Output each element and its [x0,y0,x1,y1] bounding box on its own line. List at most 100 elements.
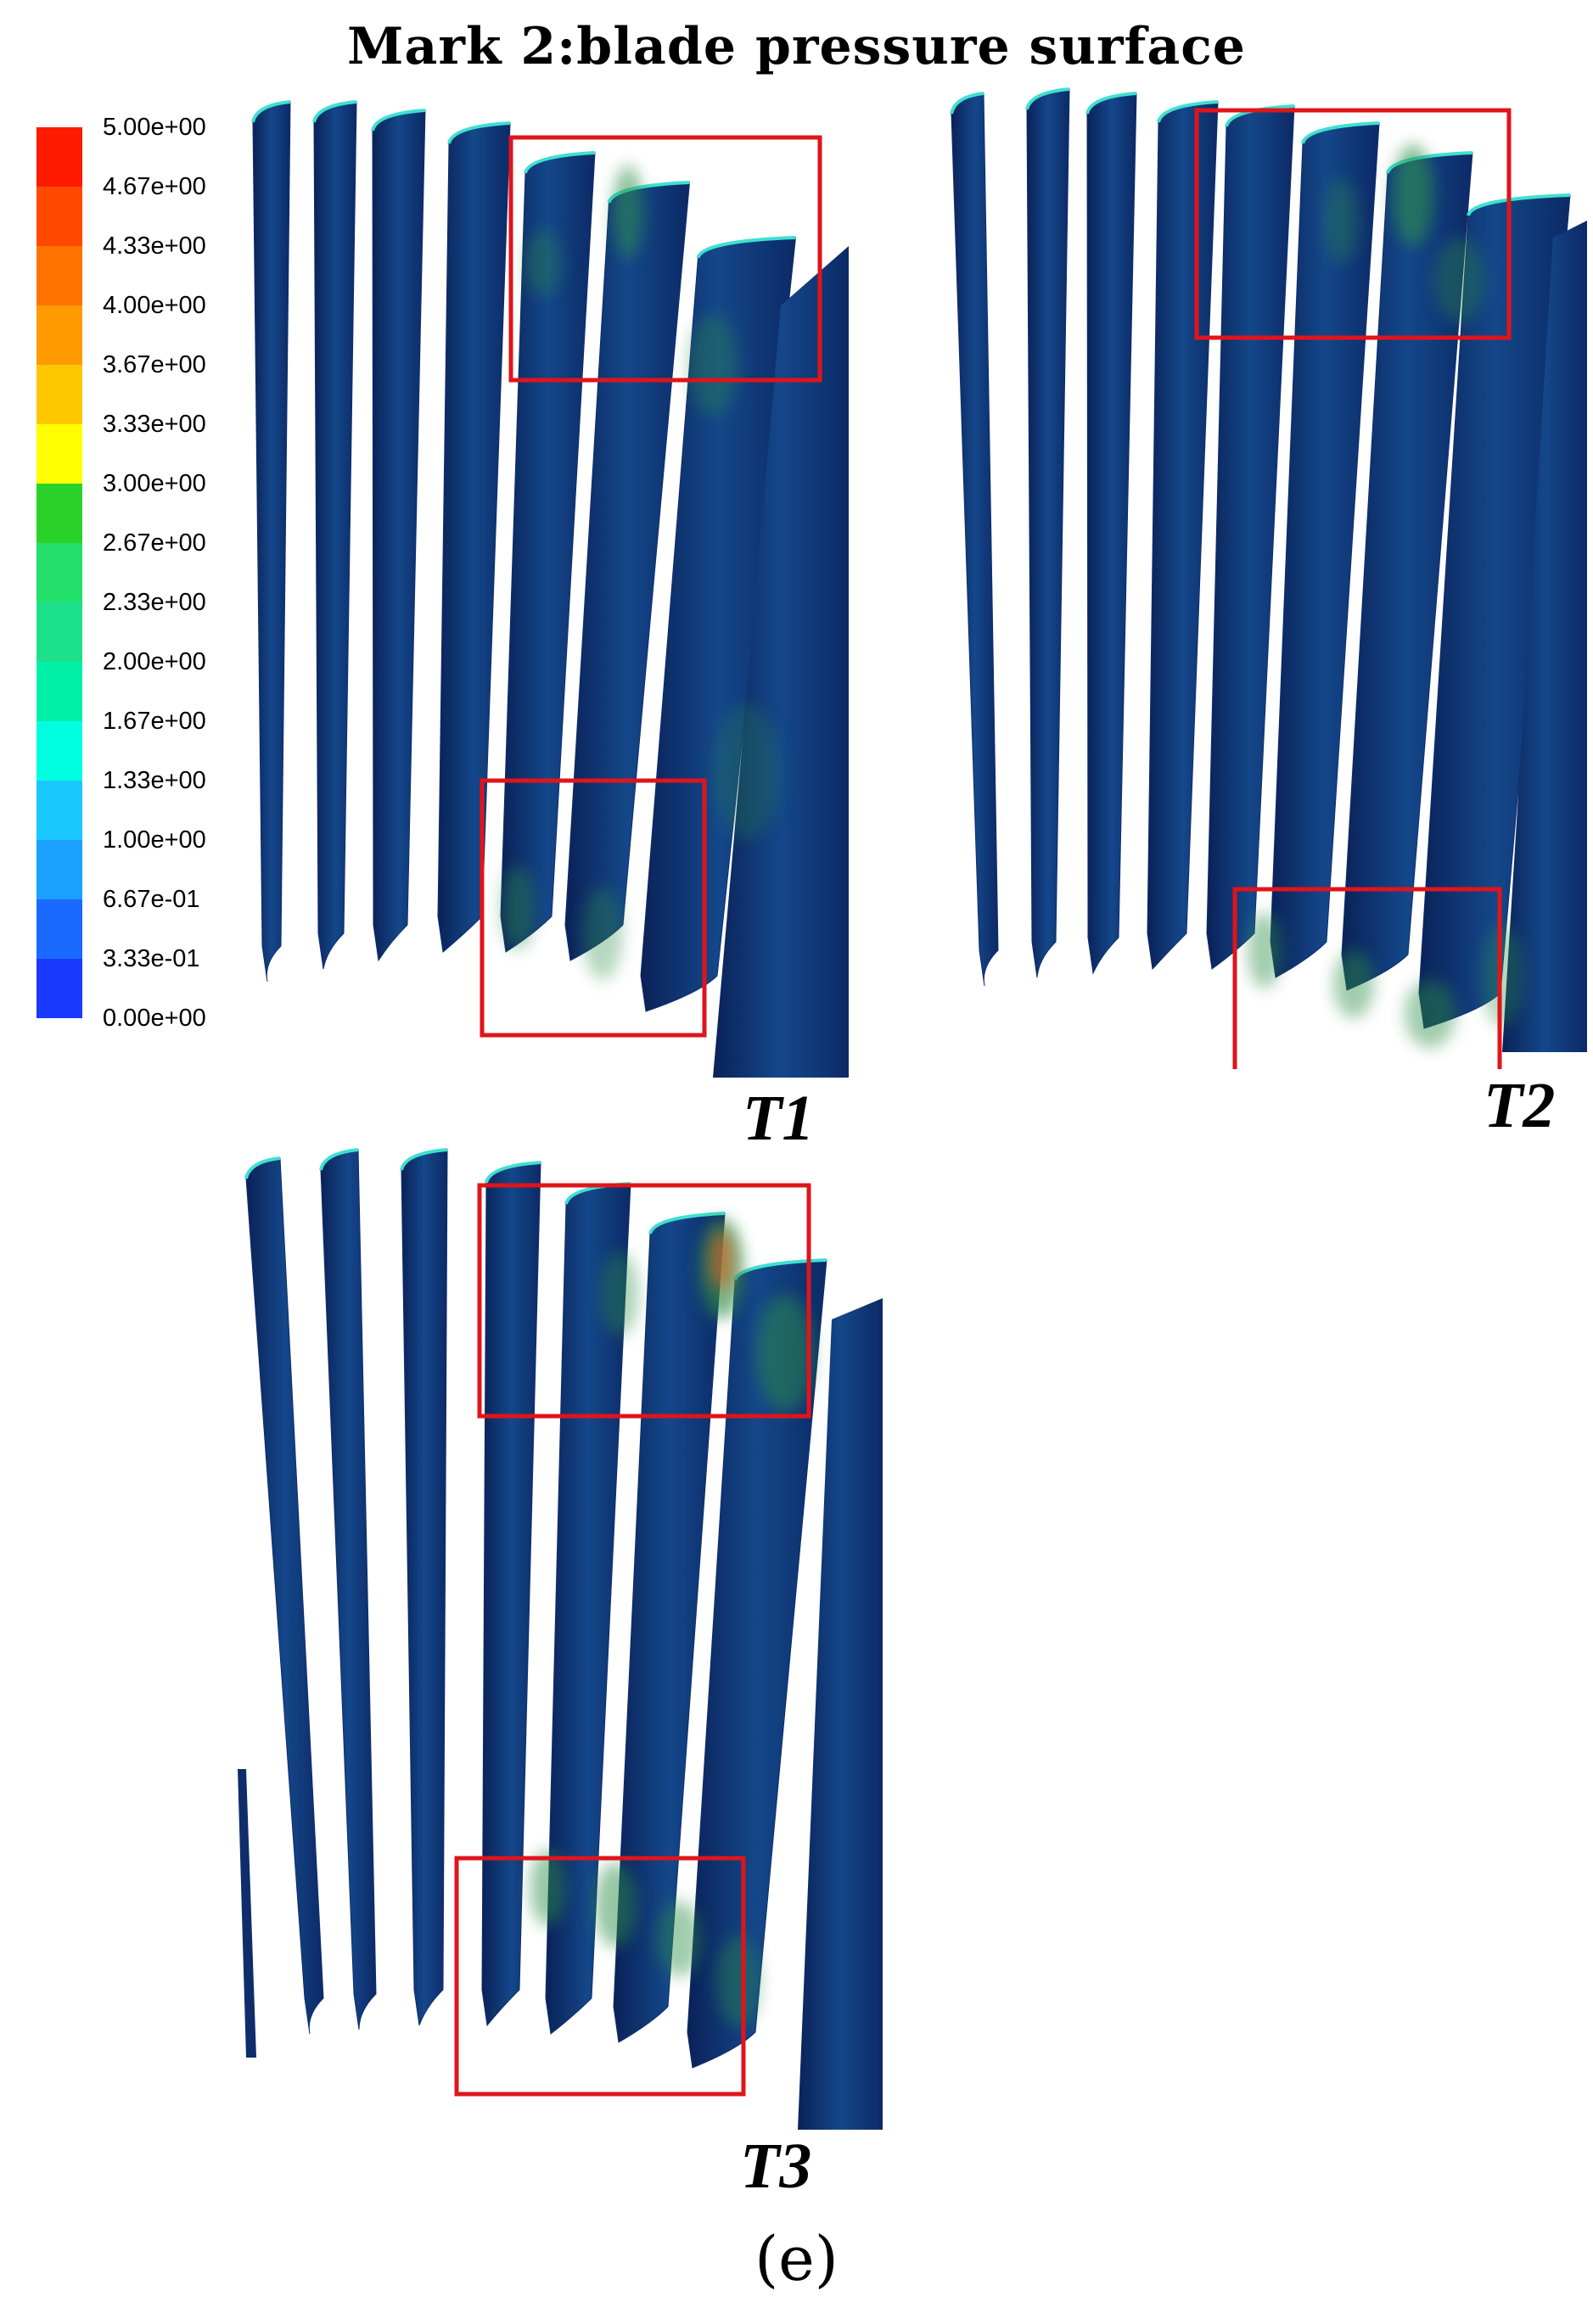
blade-surface [1502,221,1587,1052]
blade-edge-highlight [244,1156,281,1179]
intensity-spot [582,887,623,980]
intensity-spot [1248,912,1282,988]
legend-label: 4.67e+00 [103,173,206,200]
intensity-spot [524,229,562,297]
blade-edge-highlight [400,1148,448,1171]
blade-edge-highlight [696,236,796,259]
intensity-spot [613,165,643,259]
legend-label: 2.33e+00 [103,589,206,616]
intensity-spot [1405,980,1456,1048]
legend-label: 5.00e+00 [103,114,206,141]
legend-label: 1.33e+00 [103,767,206,794]
legend-label: 2.00e+00 [103,648,206,675]
blade-edge-highlight [1085,92,1137,115]
legend-label: 1.67e+00 [103,708,206,735]
blade-edge-highlight [371,109,426,132]
highlight-box [1232,887,1502,1069]
legend-label: 3.33e+00 [103,411,206,438]
legend-swatch [36,484,82,543]
blade-edge-highlight [447,121,511,144]
legend-label: 0.00e+00 [103,1005,206,1032]
highlight-box [454,1856,746,2097]
legend-label: 4.33e+00 [103,232,206,260]
legend-swatch [36,305,82,365]
legend-label: 3.67e+00 [103,351,206,378]
legend-swatch [36,127,82,187]
legend-swatch [36,899,82,959]
intensity-spot [601,1252,638,1336]
blade-edge-highlight [524,151,596,174]
blade-surface [372,109,426,962]
intensity-spot [687,314,738,416]
blade-surface [320,1149,377,2030]
blade-edge-highlight [950,92,984,115]
legend-swatch [36,781,82,840]
intensity-spot [1393,144,1433,246]
legend-swatch [36,365,82,424]
panel-t2: T2 [942,85,1587,1141]
intensity-spot [756,1294,814,1413]
blade-render-t1 [251,100,849,1078]
legend-label: 3.00e+00 [103,470,206,497]
blade-edge-highlight [648,1212,726,1235]
panel-label-t3: T3 [740,2131,812,2202]
intensity-spot [530,1850,564,1926]
blade-surface [713,246,849,1078]
intensity-spot [595,1862,636,1947]
highlight-box [1194,108,1512,340]
panel-label-t1: T1 [743,1083,815,1154]
blade-edge-highlight [485,1161,541,1184]
legend-swatch [36,721,82,781]
blade-edge-highlight [251,100,291,123]
intensity-spot [657,1901,701,1977]
intensity-spot [713,704,781,840]
blade-edge-highlight [312,100,357,123]
blade-surface [1026,88,1070,978]
panel-label-t2: T2 [1484,1070,1556,1141]
panel-t3: T3 [221,1141,883,2202]
blade-surface [1086,92,1137,975]
blade-edge-highlight [1157,100,1219,123]
blade-surface [437,122,511,953]
blade-edge-highlight [1301,121,1380,144]
highlight-box [508,135,822,383]
blade-surface [1147,101,1219,971]
highlight-box [477,1183,811,1419]
blade-surface [401,1149,448,2026]
legend-swatch [36,840,82,899]
blade-render-t3 [238,1148,883,2130]
legend-swatch [36,662,82,721]
blade-surface [313,101,357,970]
intensity-spot [1324,178,1358,263]
intensity-spot [1481,925,1523,1027]
intensity-spot [1333,950,1374,1018]
legend-swatch [36,959,82,1018]
intensity-spot [716,1935,760,2028]
legend-swatch [36,602,82,662]
blade-edge-highlight [319,1148,359,1171]
intensity-spot [1434,238,1485,322]
figure-title: Mark 2:blade pressure surface [347,17,1246,76]
blade-edge-highlight [1225,104,1295,127]
legend-label: 1.00e+00 [103,826,206,854]
legend-label: 2.67e+00 [103,529,206,557]
intensity-spot [501,865,535,950]
legend-label: 3.33e-01 [103,945,200,972]
blade-surface [951,92,999,987]
legend-swatch [36,424,82,484]
legend-label: 6.67e-01 [103,886,200,913]
blade-surface [238,1769,256,2058]
blade-surface [798,1298,883,2130]
legend-swatch [36,543,82,602]
blade-render-t2 [950,87,1587,1069]
legend-swatch [36,246,82,305]
highlight-box [480,778,707,1038]
legend-label: 4.00e+00 [103,292,206,319]
blade-edge-highlight [1025,87,1070,110]
blade-surface [252,101,291,983]
blade-edge-highlight [1467,193,1571,216]
legend-swatch [36,187,82,246]
panel-t1: T1 [238,93,849,1154]
blade-surface [245,1157,324,2035]
intensity-spot [710,1229,733,1291]
